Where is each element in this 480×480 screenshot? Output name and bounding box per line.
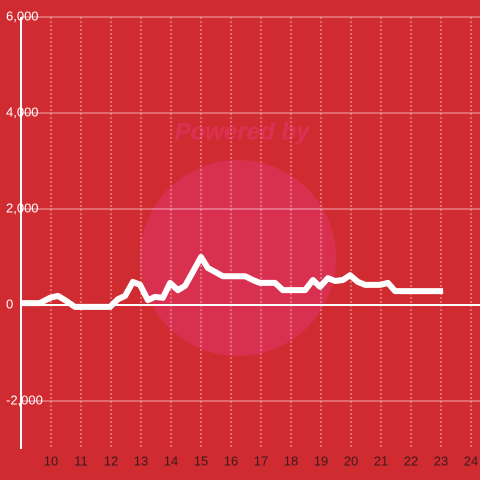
y-tick-label: -2,000	[6, 392, 43, 407]
x-tick-label: 10	[44, 453, 58, 468]
x-tick-label: 22	[404, 453, 418, 468]
watermark-logo	[140, 160, 336, 356]
watermark: Powered by	[175, 118, 311, 145]
x-tick-label: 18	[284, 453, 298, 468]
x-tick-label: 15	[194, 453, 208, 468]
x-tick-label: 24	[464, 453, 478, 468]
y-tick-label: 6,000	[6, 8, 39, 23]
x-tick-label: 17	[254, 453, 268, 468]
x-tick-label: 23	[434, 453, 448, 468]
x-tick-label: 20	[344, 453, 358, 468]
x-tick-label: 16	[224, 453, 238, 468]
x-tick-label: 13	[134, 453, 148, 468]
x-tick-label: 14	[164, 453, 178, 468]
x-tick-label: 21	[374, 453, 388, 468]
x-tick-label: 19	[314, 453, 328, 468]
x-tick-label: 11	[74, 453, 88, 468]
y-tick-label: 4,000	[6, 104, 39, 119]
x-tick-label: 12	[104, 453, 118, 468]
y-tick-label: 2,000	[6, 200, 39, 215]
line	[21, 254, 444, 310]
y-tick-label: 0	[6, 296, 13, 311]
